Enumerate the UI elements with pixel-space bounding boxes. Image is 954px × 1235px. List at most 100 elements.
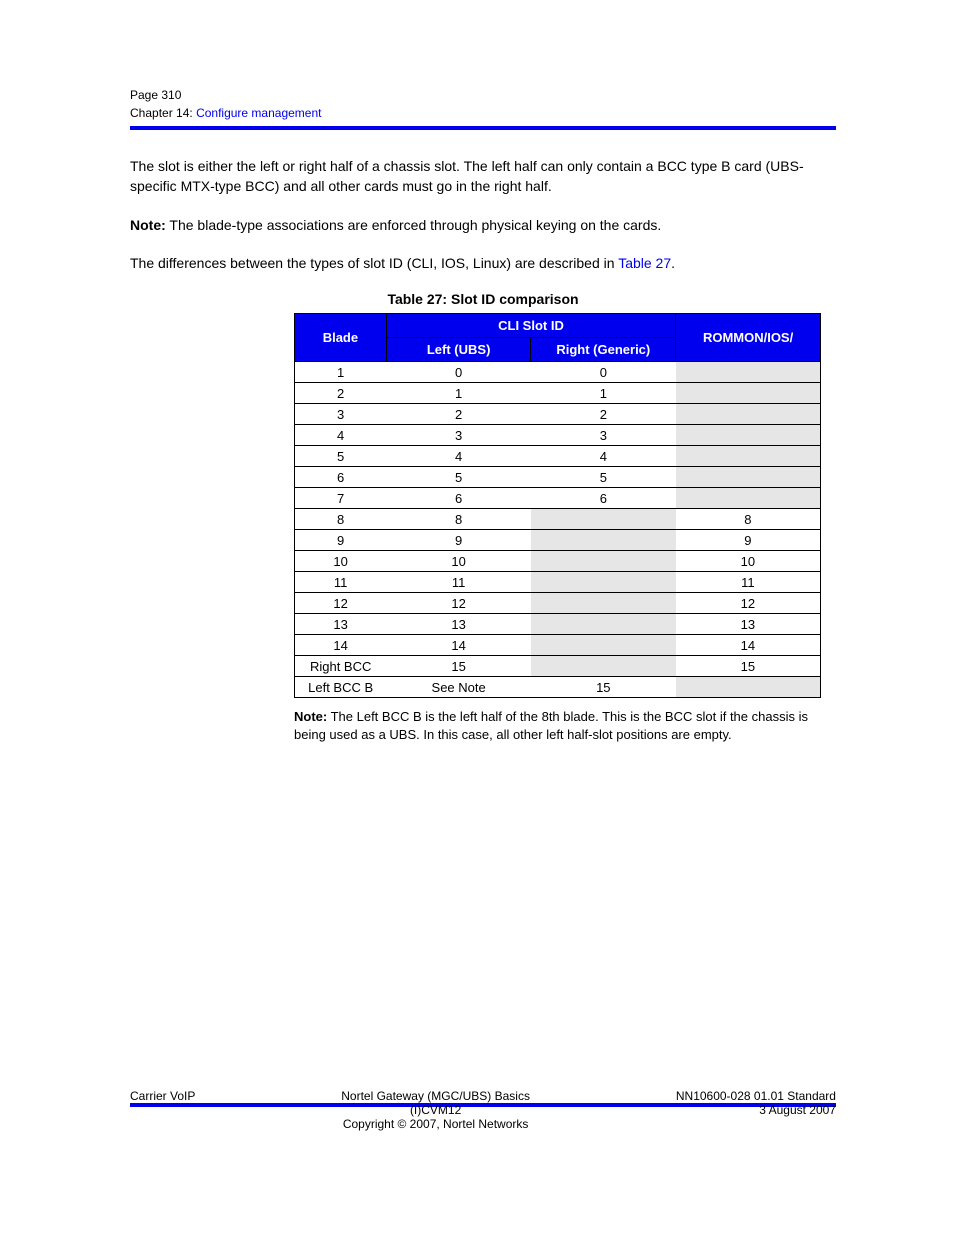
cell-rommon (676, 383, 821, 404)
cell-cli-left: 1 (386, 383, 531, 404)
cell-blade: 7 (295, 488, 387, 509)
chapter-breadcrumb: Chapter 14: Configure management (130, 106, 836, 120)
table-row: 131313 (295, 614, 821, 635)
cell-cli-left: 9 (386, 530, 531, 551)
note-text: The blade-type associations are enforced… (166, 217, 661, 233)
cell-rommon (676, 425, 821, 446)
table-row: Right BCC1515 (295, 656, 821, 677)
table-row: 544 (295, 446, 821, 467)
cell-rommon (676, 404, 821, 425)
th-rommon: ROMMON/IOS/ (676, 314, 821, 362)
cell-cli-left: 6 (386, 488, 531, 509)
note-paragraph: Note: The blade-type associations are en… (130, 215, 836, 235)
cell-cli-right (531, 551, 676, 572)
cell-rommon: 14 (676, 635, 821, 656)
cell-cli-right (531, 635, 676, 656)
cell-rommon: 15 (676, 656, 821, 677)
paragraph-2: The differences between the types of slo… (130, 253, 836, 273)
cell-blade: 12 (295, 593, 387, 614)
cell-cli-right: 5 (531, 467, 676, 488)
cell-rommon: 11 (676, 572, 821, 593)
footer-right: NN10600-028 01.01 Standard 3 August 2007 (676, 1089, 836, 1131)
cell-cli-left: 5 (386, 467, 531, 488)
page-footer: Carrier VoIP Nortel Gateway (MGC/UBS) Ba… (130, 1089, 836, 1131)
cell-cli-right: 1 (531, 383, 676, 404)
cell-rommon: 12 (676, 593, 821, 614)
body-text: The slot is either the left or right hal… (130, 156, 836, 273)
cell-blade: 4 (295, 425, 387, 446)
table-row: 433 (295, 425, 821, 446)
note-label: Note: (130, 217, 166, 233)
cell-cli-right: 0 (531, 362, 676, 383)
paragraph-1: The slot is either the left or right hal… (130, 156, 836, 197)
cell-blade: 10 (295, 551, 387, 572)
cell-cli-left: 2 (386, 404, 531, 425)
cell-cli-left: 11 (386, 572, 531, 593)
chapter-link[interactable]: Configure management (196, 106, 321, 120)
cell-cli-right (531, 530, 676, 551)
table-row: 999 (295, 530, 821, 551)
cell-cli-left: 15 (386, 656, 531, 677)
cell-cli-left: 10 (386, 551, 531, 572)
cell-cli-right (531, 593, 676, 614)
table-row: 100 (295, 362, 821, 383)
cell-cli-right: 3 (531, 425, 676, 446)
cell-cli-left: 13 (386, 614, 531, 635)
th-left-ubs: Left (UBS) (386, 338, 531, 362)
table-ref-link[interactable]: Table 27 (618, 255, 671, 271)
cell-cli-left: 4 (386, 446, 531, 467)
table-row: 141414 (295, 635, 821, 656)
cell-blade: Right BCC (295, 656, 387, 677)
cell-rommon: 13 (676, 614, 821, 635)
cell-rommon (676, 446, 821, 467)
table-note-text: The Left BCC B is the left half of the 8… (294, 709, 808, 742)
table-caption: Table 27: Slot ID comparison (130, 291, 836, 307)
table-row: 211 (295, 383, 821, 404)
footer-center-2: (I)CVM12 (341, 1103, 530, 1117)
cell-cli-left: See Note (386, 677, 531, 698)
cell-cli-right: 4 (531, 446, 676, 467)
cell-rommon: 10 (676, 551, 821, 572)
table-body: 1002113224335446557668889991010101111111… (295, 362, 821, 698)
cell-blade: 6 (295, 467, 387, 488)
cell-cli-right: 15 (531, 677, 676, 698)
cell-rommon (676, 362, 821, 383)
running-header: Page 310 (130, 88, 836, 102)
table-row: 766 (295, 488, 821, 509)
footer-copyright: Copyright © 2007, Nortel Networks (341, 1117, 530, 1131)
table-row: 888 (295, 509, 821, 530)
p2-b: . (671, 255, 675, 271)
th-blade: Blade (295, 314, 387, 362)
table-note: Note: The Left BCC B is the left half of… (294, 708, 821, 744)
th-cli: CLI Slot ID (386, 314, 675, 338)
cell-blade: Left BCC B (295, 677, 387, 698)
cell-blade: 9 (295, 530, 387, 551)
cell-blade: 8 (295, 509, 387, 530)
cell-rommon (676, 677, 821, 698)
p2-a: The differences between the types of slo… (130, 255, 618, 271)
cell-blade: 13 (295, 614, 387, 635)
cell-blade: 2 (295, 383, 387, 404)
cell-rommon (676, 467, 821, 488)
cell-blade: 14 (295, 635, 387, 656)
cell-rommon: 9 (676, 530, 821, 551)
table-wrap: Blade CLI Slot ID ROMMON/IOS/ Left (UBS)… (294, 313, 821, 698)
header-rule (130, 126, 836, 130)
table-row: 322 (295, 404, 821, 425)
footer-right-1: NN10600-028 01.01 Standard (676, 1089, 836, 1103)
page-number: Page 310 (130, 88, 181, 102)
th-right-generic: Right (Generic) (531, 338, 676, 362)
cell-rommon (676, 488, 821, 509)
footer-center: Nortel Gateway (MGC/UBS) Basics (I)CVM12… (341, 1089, 530, 1131)
cell-cli-right (531, 509, 676, 530)
footer-left-1: Carrier VoIP (130, 1089, 195, 1103)
cell-rommon: 8 (676, 509, 821, 530)
cell-cli-left: 14 (386, 635, 531, 656)
cell-cli-right (531, 656, 676, 677)
table-row: 111111 (295, 572, 821, 593)
table-row: 121212 (295, 593, 821, 614)
table-row: Left BCC BSee Note15 (295, 677, 821, 698)
slot-id-table: Blade CLI Slot ID ROMMON/IOS/ Left (UBS)… (294, 313, 821, 698)
cell-blade: 3 (295, 404, 387, 425)
cell-cli-left: 0 (386, 362, 531, 383)
